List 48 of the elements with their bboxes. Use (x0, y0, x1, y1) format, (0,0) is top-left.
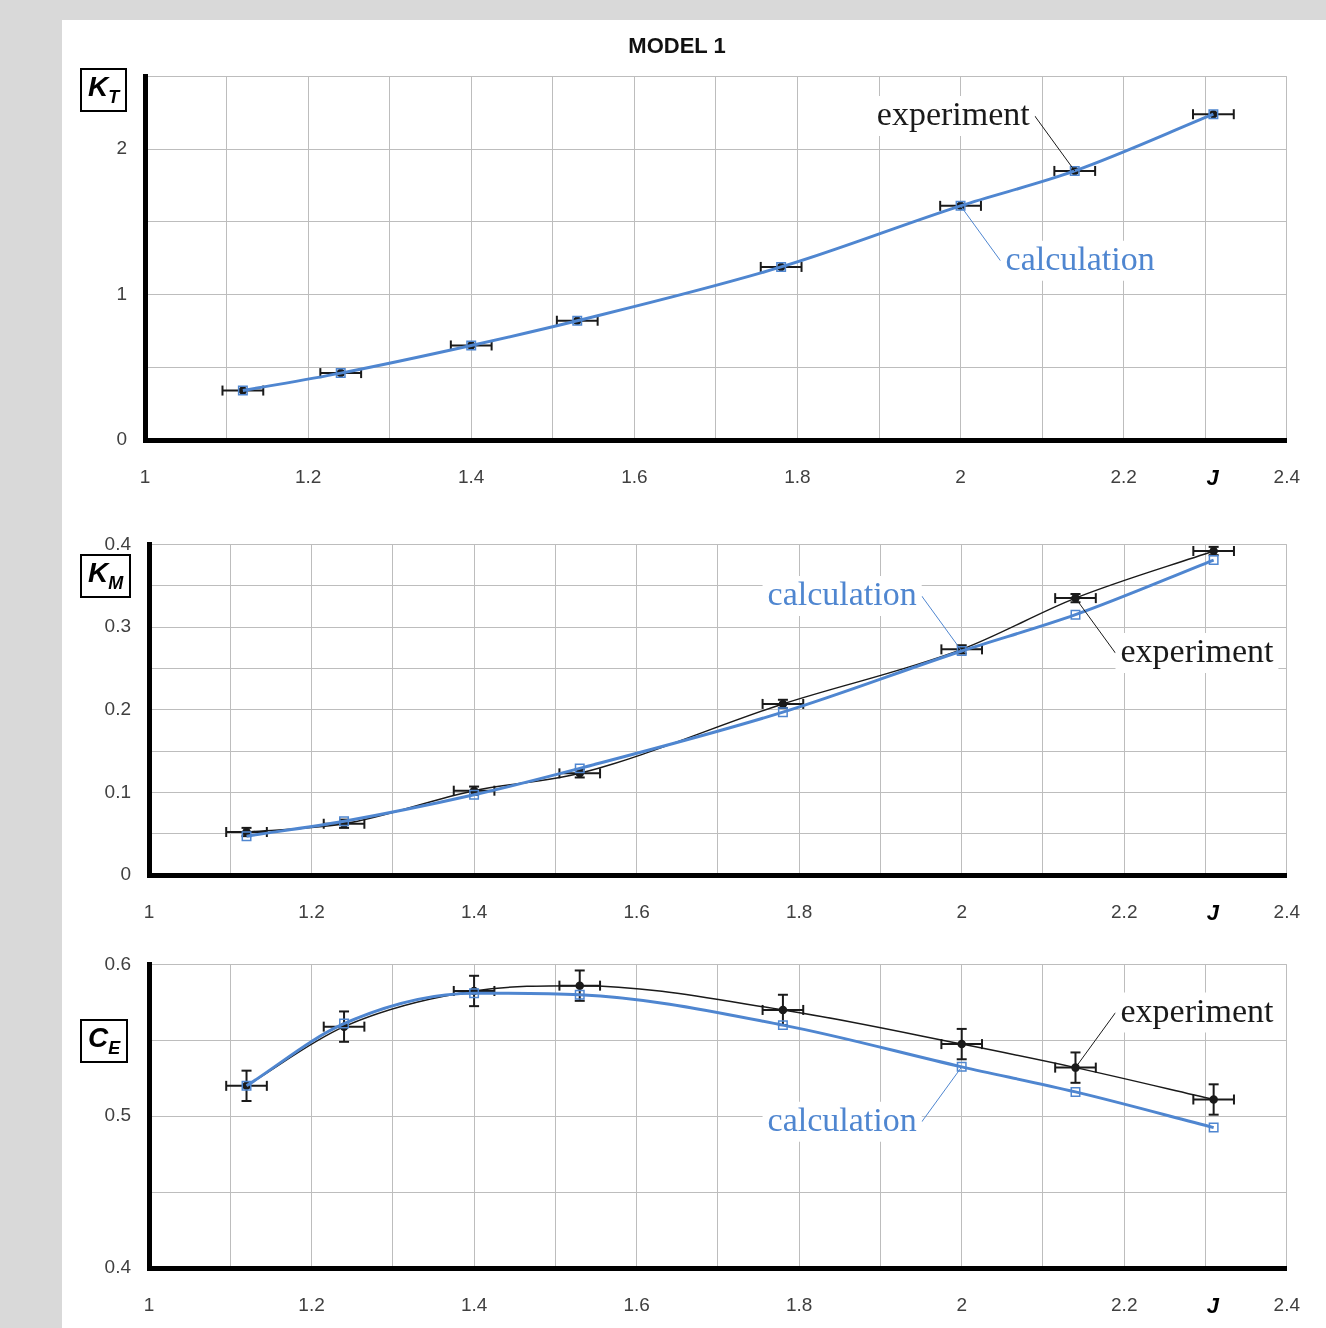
y-tick-label: 0.4 (104, 532, 132, 554)
x-tick-label: 2.2 (1110, 465, 1137, 487)
y-tick-label: 0.3 (104, 615, 131, 637)
y-tick-label: 0.4 (104, 1256, 132, 1278)
x-tick-label: 1.2 (298, 1293, 325, 1315)
y-tick-label: 2 (116, 137, 127, 159)
x-tick-label: 1 (143, 1293, 155, 1315)
y-tick-label: 1 (116, 282, 127, 304)
y-tick-label: 0 (116, 428, 127, 450)
y-tick-label: 0.1 (104, 780, 131, 802)
series-label: experiment (1120, 632, 1274, 670)
x-tick-label: 2.4 (1273, 900, 1301, 922)
series-label: experiment (1120, 991, 1274, 1029)
series-label: calculation (767, 574, 917, 612)
x-tick-label: 2.2 (1111, 1293, 1138, 1315)
y-tick-label: 0 (120, 863, 131, 885)
x-tick-label: 1.2 (298, 900, 325, 922)
x-tick-label: 1 (139, 465, 151, 487)
x-tick-label: 1 (143, 900, 155, 922)
x-tick-label: 1.8 (785, 900, 813, 922)
series-label: calculation (1005, 239, 1155, 277)
y-axis-title: C$_{E}$ (80, 1019, 129, 1063)
x-tick-label: 1.4 (460, 900, 488, 922)
x-tick-label: 2.4 (1273, 465, 1301, 487)
x-tick-label: 1.6 (623, 900, 650, 922)
x-axis-title: J (1206, 465, 1220, 491)
x-tick-label: 1.6 (621, 465, 648, 487)
x-tick-label: 1.4 (458, 465, 485, 487)
x-tick-label: 1.8 (784, 465, 811, 487)
x-tick-label: 1.6 (623, 1293, 650, 1315)
y-axis-title: K$_{T}$ (80, 68, 128, 112)
series-label: experiment (876, 94, 1031, 132)
y-tick-label: 0.2 (104, 697, 131, 719)
y-tick-label: 0.5 (104, 1104, 131, 1126)
x-tick-label: 2.2 (1111, 900, 1138, 922)
x-tick-label: 1.2 (294, 465, 322, 487)
x-axis-title: J (1206, 1293, 1220, 1319)
y-axis-title: K$_{M}$ (80, 554, 132, 598)
x-tick-label: 1.4 (460, 1293, 488, 1315)
chart-title: MODEL 1 (628, 33, 726, 59)
x-tick-label: 1.8 (785, 1293, 813, 1315)
x-tick-label: 2 (956, 900, 967, 922)
y-tick-label: 0.6 (104, 952, 131, 974)
x-tick-label: 2 (956, 1293, 967, 1315)
x-tick-label: 2 (955, 465, 966, 487)
x-tick-label: 2.4 (1273, 1293, 1301, 1315)
series-label: calculation (767, 1100, 917, 1138)
x-axis-title: J (1206, 900, 1220, 926)
